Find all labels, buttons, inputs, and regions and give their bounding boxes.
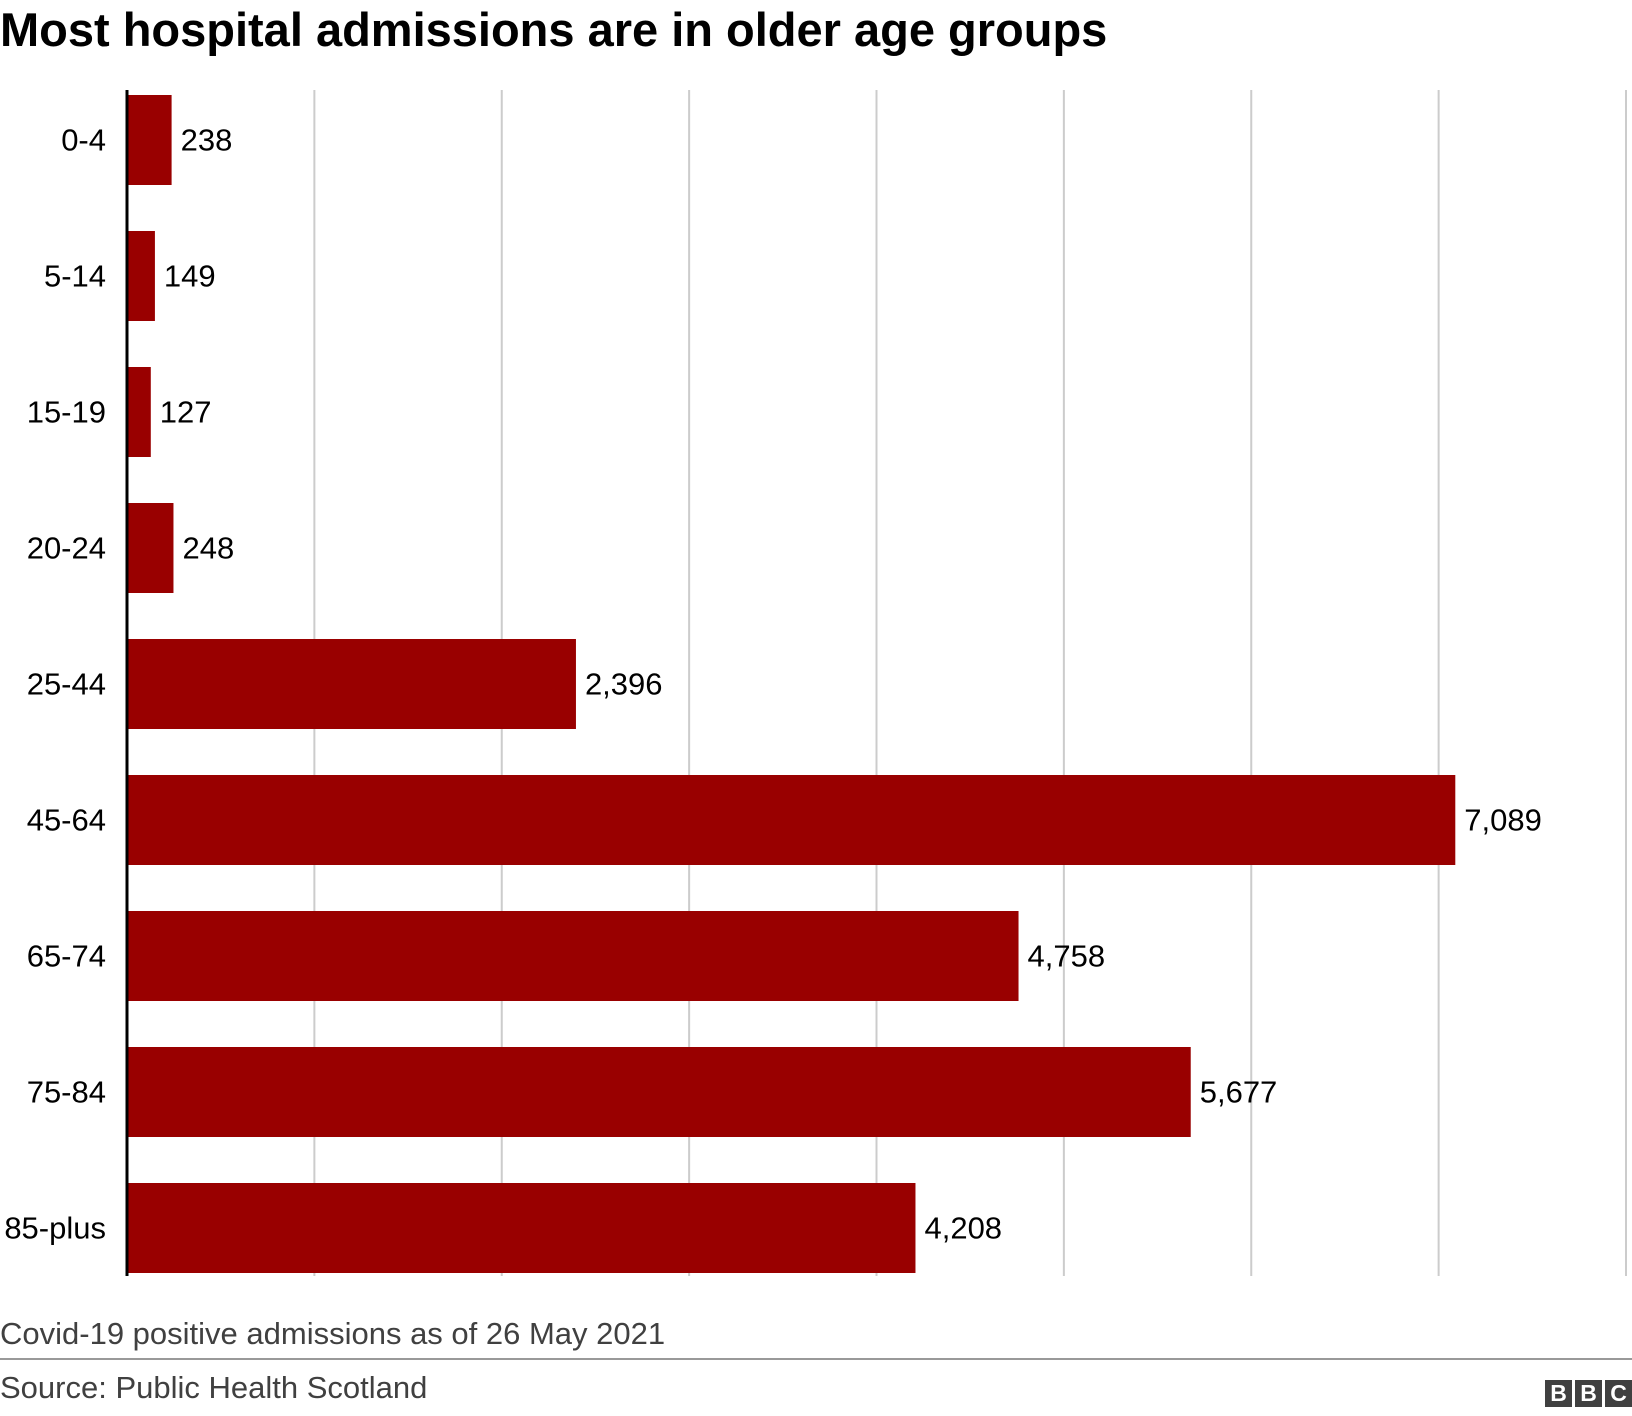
bar-45-64 [127, 775, 1456, 865]
category-label: 5-14 [44, 259, 106, 294]
labels: 238 0-4 149 5-14 127 15-19 248 20-24 2,396 25-44 7… [4, 123, 1542, 1246]
value-label: 248 [182, 531, 234, 566]
category-label: 15-19 [27, 395, 106, 430]
bar-20-24 [127, 503, 174, 593]
category-label: 65-74 [27, 939, 106, 974]
value-label: 7,089 [1464, 803, 1542, 838]
bar-0-4 [127, 95, 172, 185]
value-label: 127 [160, 395, 212, 430]
value-label: 5,677 [1200, 1075, 1278, 1110]
bar-25-44 [127, 639, 576, 729]
footer-divider [0, 1358, 1632, 1360]
value-label: 2,396 [585, 667, 663, 702]
grid-lines [313, 90, 1627, 1276]
bar-65-74 [127, 911, 1019, 1001]
bar-5-14 [127, 231, 155, 321]
category-label: 0-4 [61, 123, 106, 158]
value-label: 238 [181, 123, 233, 158]
chart-title: Most hospital admissions are in older ag… [0, 3, 1108, 56]
bbc-logo: B B C [1545, 1380, 1632, 1407]
bar-85-plus [127, 1183, 916, 1273]
bar-75-84 [127, 1047, 1191, 1137]
category-label: 25-44 [27, 667, 106, 702]
bar-15-19 [127, 367, 151, 457]
category-label: 85-plus [4, 1211, 106, 1246]
bbc-logo-letter: C [1605, 1380, 1632, 1407]
bbc-logo-letter: B [1545, 1380, 1572, 1407]
value-label: 4,758 [1028, 939, 1106, 974]
bbc-logo-letter: B [1575, 1380, 1602, 1407]
source-note: Source: Public Health Scotland [0, 1370, 428, 1405]
chart-subtitle: Covid-19 positive admissions as of 26 Ma… [0, 1316, 666, 1351]
value-label: 149 [164, 259, 216, 294]
bar-chart: 238 0-4 149 5-14 127 15-19 248 20-24 2,396 25-44 7… [4, 90, 1627, 1276]
category-label: 75-84 [27, 1075, 106, 1110]
bars [127, 95, 1456, 1273]
category-label: 20-24 [27, 531, 106, 566]
value-label: 4,208 [924, 1211, 1002, 1246]
category-label: 45-64 [27, 803, 106, 838]
